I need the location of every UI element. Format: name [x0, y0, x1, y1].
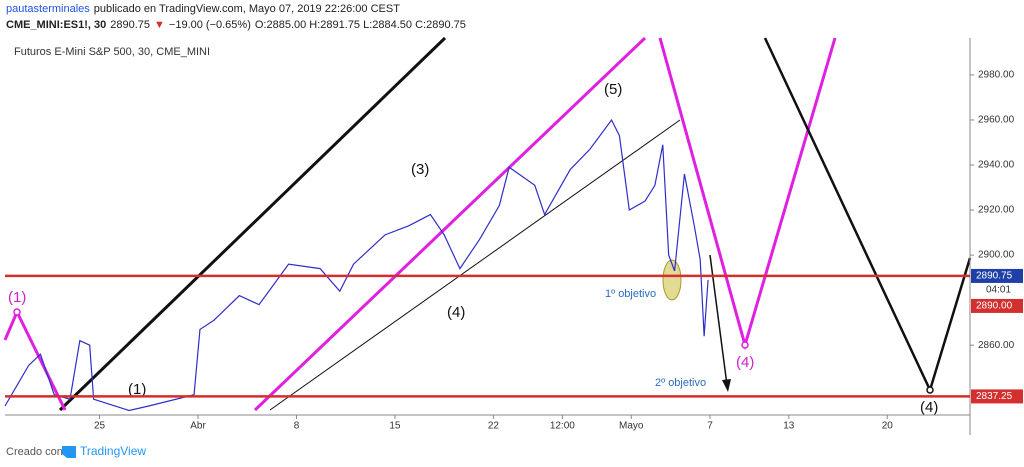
x-tick-label: 13 [783, 421, 795, 432]
pivot [741, 341, 749, 349]
pivot [13, 308, 21, 316]
price-box [971, 268, 1023, 283]
annotation: (1) [128, 381, 146, 398]
x-tick-label: Mayo [619, 421, 644, 432]
support-line [269, 119, 681, 411]
annotation: (4) [447, 304, 465, 321]
annotation: (5) [604, 81, 622, 98]
trend-line [58, 36, 447, 412]
wave-line [658, 37, 837, 351]
pivot [926, 386, 934, 394]
annotation: 2º objetivo [655, 377, 706, 389]
annotation: (3) [411, 161, 429, 178]
logo [62, 446, 76, 458]
y-tick-label: 2940.00 [978, 160, 1015, 171]
channel-line [253, 36, 647, 412]
change: −19.00 (−0.65%) [168, 19, 251, 31]
annotation: (4) [920, 399, 938, 416]
x-tick-label: 8 [294, 421, 300, 432]
y-tick-label: 2900.00 [978, 250, 1015, 261]
annotation: 1º objetivo [605, 288, 656, 300]
y-tick-label: 2980.00 [978, 70, 1015, 81]
stop-box [971, 298, 1023, 313]
annotation: (1) [8, 289, 26, 306]
x-tick-label: Abr [190, 421, 206, 432]
arrowhead [722, 379, 731, 392]
x-tick-label: 20 [882, 421, 894, 432]
chart-title: Futuros E-Mini S&P 500, 30, CME_MINI [14, 46, 210, 58]
x-tick-label: 22 [488, 421, 500, 432]
wave-line [763, 37, 972, 394]
x-tick-label: 12:00 [550, 421, 575, 432]
footer-brand: TradingView [80, 444, 146, 458]
y-tick-label: 2920.00 [978, 205, 1015, 216]
direction: ▼ [154, 19, 165, 31]
price-box-label: 2837.25 [976, 391, 1013, 402]
author: pautasterminales [6, 3, 90, 15]
x-tick-label: 15 [389, 421, 401, 432]
annotation: (4) [736, 354, 754, 371]
ticker-line: CME_MINI:ES1!, 30 2890.75 ▼ −19.00 (−0.6… [6, 19, 466, 31]
price-line [4, 118, 709, 412]
y-tick-label: 2860.00 [978, 340, 1015, 351]
price-box-label: 2890.75 [976, 271, 1013, 282]
countdown: 04:01 [986, 285, 1011, 296]
footer-text: Creado con [6, 446, 63, 458]
ohlc: O:2885.00 H:2891.75 L:2884.50 C:2890.75 [254, 19, 466, 31]
stop-label: 2890.00 [976, 301, 1013, 312]
header-line: pautasterminales publicado en TradingVie… [6, 3, 400, 15]
symbol: CME_MINI:ES1!, 30 [6, 19, 107, 31]
published: publicado en TradingView.com, Mayo 07, 2… [93, 3, 400, 15]
highlight [662, 259, 682, 301]
y-tick-label: 2960.00 [978, 115, 1015, 126]
price-box [971, 389, 1023, 404]
x-tick-label: 25 [94, 421, 106, 432]
x-tick-label: 7 [707, 421, 713, 432]
price: 2890.75 [110, 19, 151, 31]
